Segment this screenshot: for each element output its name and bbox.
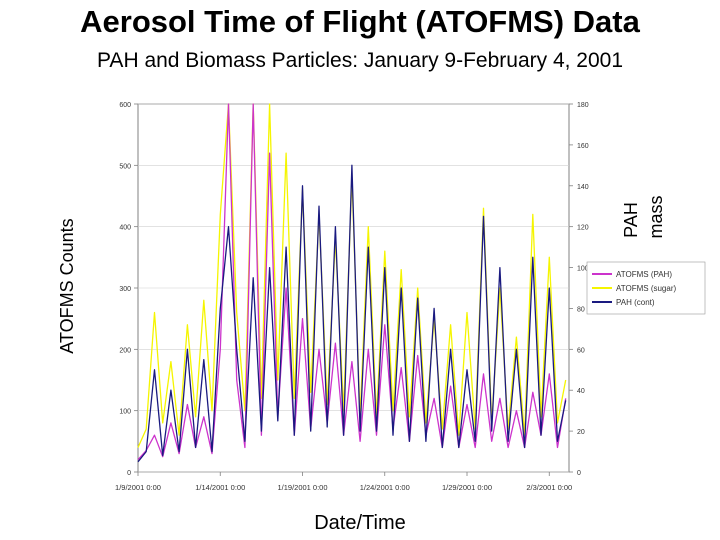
legend-label-sugar: ATOFMS (sugar) — [616, 284, 676, 293]
series-layer — [137, 103, 567, 463]
y-right-tick-40: 40 — [577, 388, 585, 395]
y-right-tick-160: 160 — [577, 143, 589, 150]
legend: ATOFMS (PAH) ATOFMS (sugar) PAH (cont) — [586, 261, 706, 315]
y-left-tick-400: 400 — [119, 225, 131, 232]
y-left-tick-100: 100 — [119, 409, 131, 416]
chart-title: Aerosol Time of Flight (ATOFMS) Data — [80, 4, 640, 39]
x-tick-label-4: 1/29/2001 0:00 — [442, 483, 492, 492]
y-axis-right-label-line1: PAH — [621, 202, 641, 238]
y-right-tick-140: 140 — [577, 184, 589, 191]
y-right-tick-180: 180 — [577, 102, 589, 109]
y-right-tick-0: 0 — [577, 470, 581, 477]
legend-label-cont: PAH (cont) — [616, 298, 655, 307]
y-right-tick-80: 80 — [577, 306, 585, 313]
y-right-tick-120: 120 — [577, 225, 589, 232]
x-tick-label-3: 1/24/2001 0:00 — [360, 483, 410, 492]
y-right-tick-100: 100 — [577, 266, 589, 273]
series-line-pah-cont — [137, 164, 567, 463]
chart-subtitle: PAH and Biomass Particles: January 9-Feb… — [96, 49, 624, 72]
y-axis-right-label-line2: mass — [646, 195, 666, 238]
x-tick-label-5: 2/3/2001 0:00 — [526, 483, 572, 492]
y-left-tick-0: 0 — [127, 470, 131, 477]
y-left-tick-200: 200 — [119, 347, 131, 354]
series-line-atofms-pah — [137, 103, 567, 461]
y-axis-left-label: ATOFMS Counts — [57, 218, 77, 353]
y-left-tick-600: 600 — [119, 102, 131, 109]
x-tick-label-0: 1/9/2001 0:00 — [115, 483, 161, 492]
x-tick-label-2: 1/19/2001 0:00 — [277, 483, 327, 492]
x-tick-label-1: 1/14/2001 0:00 — [195, 483, 245, 492]
y-left-tick-500: 500 — [119, 163, 131, 170]
axes: 0 100 200 300 400 500 600 0 20 40 60 80 100 120 140 160… — [115, 102, 589, 492]
y-left-tick-300: 300 — [119, 286, 131, 293]
y-right-tick-60: 60 — [577, 347, 585, 354]
legend-label-pah: ATOFMS (PAH) — [616, 270, 672, 279]
x-axis-label: Date/Time — [314, 512, 406, 534]
y-right-tick-20: 20 — [577, 429, 585, 436]
